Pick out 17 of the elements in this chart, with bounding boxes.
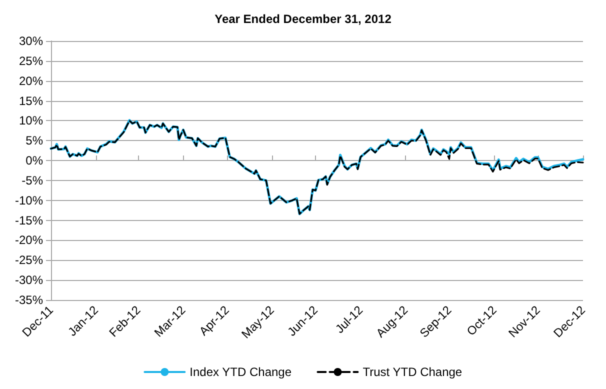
- y-tick-label: 10%: [18, 114, 44, 128]
- y-tick-label: 25%: [18, 54, 44, 68]
- y-tick-label: -25%: [14, 253, 44, 268]
- y-tick-label: -20%: [14, 233, 44, 248]
- y-tick-label: -10%: [14, 193, 44, 208]
- y-tick-label: -30%: [14, 273, 44, 288]
- y-tick-label: 20%: [18, 74, 44, 88]
- y-tick-label: -5%: [22, 173, 44, 188]
- y-tick-label: 0%: [26, 154, 44, 168]
- legend-label: Index YTD Change: [190, 365, 292, 379]
- y-tick-label: 30%: [18, 34, 44, 48]
- y-tick-label: 5%: [26, 134, 44, 148]
- y-tick-label: -15%: [14, 213, 44, 228]
- chart-title: Year Ended December 31, 2012: [214, 12, 392, 26]
- y-tick-label: 15%: [18, 94, 44, 108]
- legend-label: Trust YTD Change: [362, 365, 462, 379]
- y-tick-label: -35%: [14, 293, 44, 307]
